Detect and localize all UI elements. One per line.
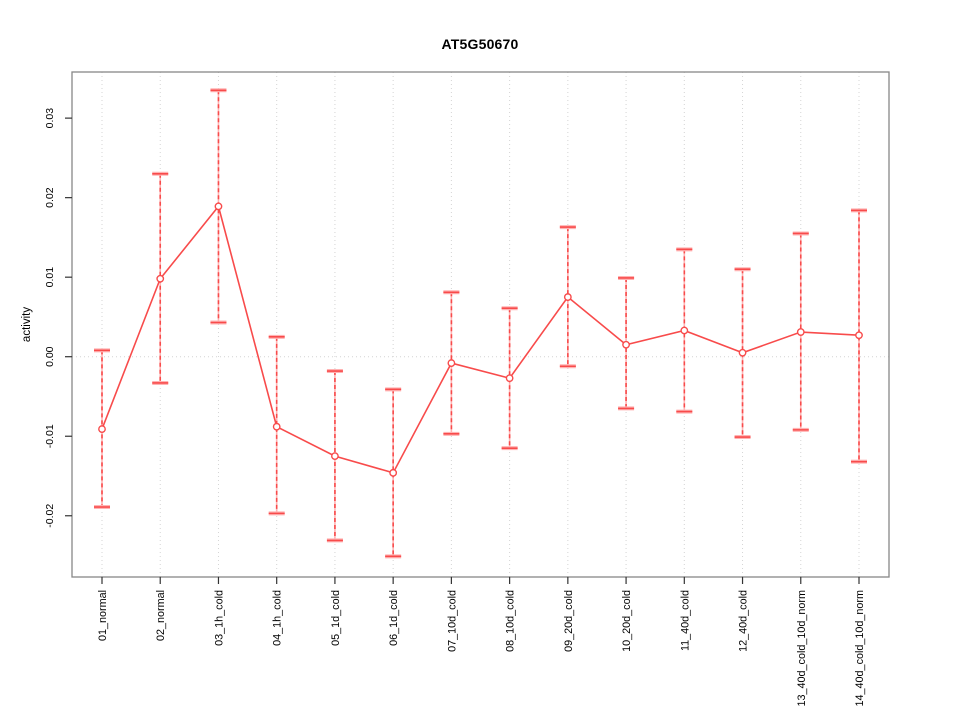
x-tick-label: 13_40d_cold_10d_norm xyxy=(796,590,808,706)
x-tick-label: 10_20d_cold xyxy=(621,590,633,652)
data-point xyxy=(855,331,863,340)
series-line xyxy=(101,204,860,474)
data-point xyxy=(738,348,747,357)
x-tick-label: 01_normal xyxy=(97,590,109,641)
x-tick-label: 07_10d_cold xyxy=(446,590,458,652)
x-tick-label: 08_10d_cold xyxy=(505,590,517,652)
data-point xyxy=(622,340,630,349)
x-tick-label: 11_40d_cold xyxy=(679,590,691,651)
data-point xyxy=(272,422,281,431)
y-tick-label: 0.01 xyxy=(44,267,56,288)
x-tick-label: 12_40d_cold xyxy=(738,590,750,652)
plot-frame xyxy=(71,71,890,578)
data-point xyxy=(214,202,223,211)
y-tick-label: 0.02 xyxy=(44,187,56,208)
x-tick-label: 02_normal xyxy=(155,590,167,641)
x-tick-label: 03_1h_cold xyxy=(213,590,225,646)
data-point xyxy=(389,468,398,477)
data-point xyxy=(796,328,805,336)
x-tick-label: 04_1h_cold xyxy=(272,590,284,646)
data-point xyxy=(680,326,689,335)
data-point xyxy=(505,374,514,383)
x-tick-label: 09_20d_cold xyxy=(563,590,575,652)
data-point xyxy=(98,425,106,433)
y-tick-label: -0.02 xyxy=(44,504,56,528)
x-tick-label: 05_1d_cold xyxy=(330,590,342,646)
y-axis-label: activity xyxy=(21,307,33,342)
x-tick-label: 06_1d_cold xyxy=(388,590,400,646)
data-point xyxy=(331,452,339,461)
y-tick-label: 0.03 xyxy=(44,108,56,129)
data-point xyxy=(563,293,572,301)
y-tick-label: 0.00 xyxy=(44,346,56,367)
data-point xyxy=(447,359,456,367)
data-point xyxy=(156,274,165,283)
x-tick-label: 14_40d_cold_10d_norm xyxy=(854,590,866,706)
y-tick-label: -0.01 xyxy=(44,424,56,448)
chart-title: AT5G50670 xyxy=(441,36,519,52)
